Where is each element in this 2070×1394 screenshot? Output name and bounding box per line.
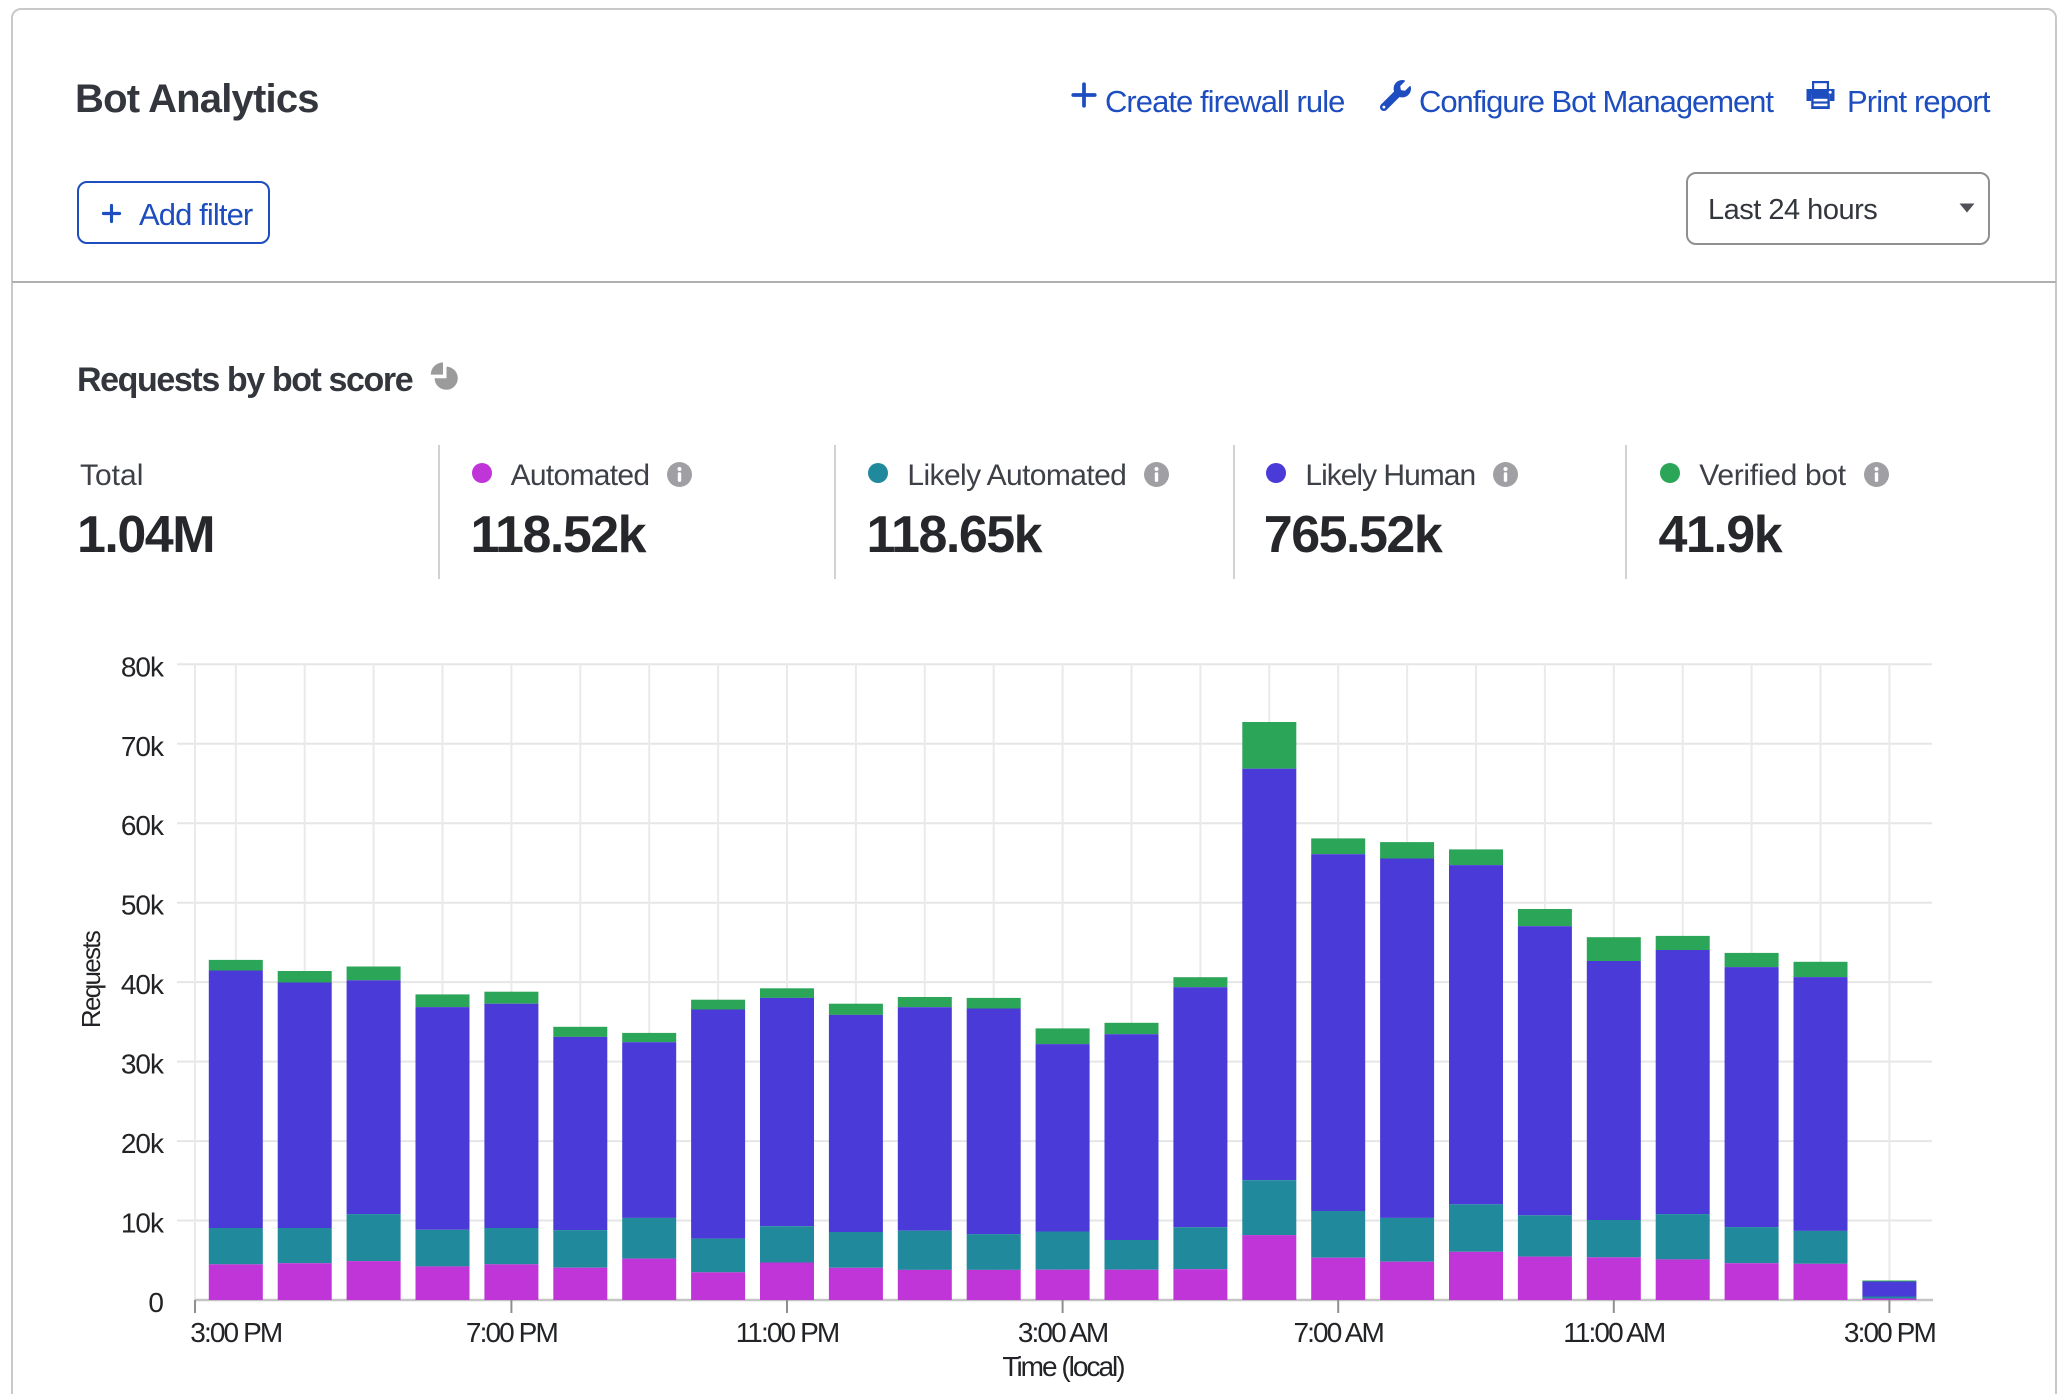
svg-text:11:00 AM: 11:00 AM bbox=[1563, 1317, 1665, 1348]
svg-text:30k: 30k bbox=[121, 1049, 165, 1080]
svg-text:Time (local): Time (local) bbox=[1002, 1351, 1124, 1382]
svg-text:10k: 10k bbox=[121, 1208, 165, 1239]
svg-text:11:00 PM: 11:00 PM bbox=[736, 1317, 839, 1348]
svg-text:70k: 70k bbox=[121, 731, 165, 762]
svg-text:Requests: Requests bbox=[76, 930, 106, 1028]
svg-text:60k: 60k bbox=[121, 810, 165, 841]
svg-text:3:00 AM: 3:00 AM bbox=[1018, 1317, 1108, 1348]
svg-text:50k: 50k bbox=[121, 890, 165, 921]
svg-text:40k: 40k bbox=[121, 969, 165, 1000]
svg-text:7:00 PM: 7:00 PM bbox=[466, 1317, 558, 1348]
svg-text:80k: 80k bbox=[121, 651, 165, 682]
svg-text:20k: 20k bbox=[121, 1128, 165, 1159]
svg-text:3:00 PM: 3:00 PM bbox=[1844, 1317, 1936, 1348]
svg-text:0: 0 bbox=[148, 1287, 163, 1318]
svg-text:7:00 AM: 7:00 AM bbox=[1293, 1317, 1383, 1348]
svg-text:3:00 PM: 3:00 PM bbox=[190, 1317, 282, 1348]
